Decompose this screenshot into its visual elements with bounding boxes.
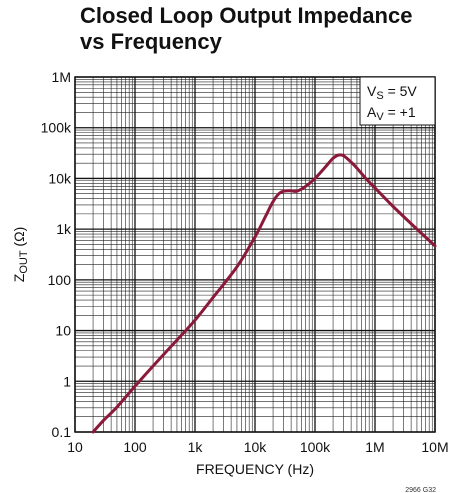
y-tick-label: 10	[55, 323, 71, 339]
y-tick-label: 100k	[41, 120, 72, 136]
chart-title-line-1: Closed Loop Output Impedance	[80, 3, 413, 28]
x-axis-label: FREQUENCY (Hz)	[196, 461, 314, 477]
legend-av-main: A	[367, 104, 377, 120]
legend-vs-label: VS = 5V	[367, 83, 417, 102]
plot-frame	[74, 76, 436, 433]
y-axis-label-main: Z	[11, 273, 27, 282]
y-tick-label: 100	[48, 272, 72, 288]
legend-av-rest: = +1	[384, 104, 416, 120]
y-tick-labels: 0.1 1 10 100 1k 10k 100k 1M	[41, 69, 72, 440]
x-tick-label: 10	[67, 439, 83, 455]
x-tick-labels: 10 100 1k 10k 100k 1M 10M	[67, 439, 448, 455]
chart-title-line-2: vs Frequency	[80, 29, 222, 54]
y-axis-label-sub: OUT	[18, 250, 30, 274]
y-tick-label: 1M	[52, 69, 71, 85]
x-tick-label: 10k	[244, 439, 268, 455]
legend-background	[359, 76, 436, 126]
legend-vs-rest: = 5V	[384, 83, 418, 99]
y-axis-label: ZOUT (Ω)	[11, 227, 30, 282]
y-tick-label: 1	[63, 373, 71, 389]
chart-title: Closed Loop Output Impedance vs Frequenc…	[80, 3, 440, 55]
y-tick-label: 1k	[56, 221, 72, 237]
x-tick-label: 100k	[300, 439, 331, 455]
y-tick-label: 10k	[48, 170, 72, 186]
x-tick-label: 1k	[188, 439, 204, 455]
legend-vs-main: V	[367, 83, 377, 99]
legend-av-label: AV = +1	[367, 104, 416, 123]
legend-vs-sub: S	[376, 90, 383, 102]
figure-id: 2966 G32	[405, 487, 436, 493]
series-line-zout	[91, 153, 437, 434]
legend-av-sub: V	[376, 111, 384, 123]
y-tick-label: 0.1	[52, 424, 72, 440]
x-tick-label: 1M	[365, 439, 384, 455]
x-tick-label: 100	[123, 439, 147, 455]
y-axis-label-unit: (Ω)	[11, 227, 27, 251]
x-tick-label: 10M	[421, 439, 448, 455]
legend-box: VS = 5V AV = +1	[359, 76, 436, 126]
